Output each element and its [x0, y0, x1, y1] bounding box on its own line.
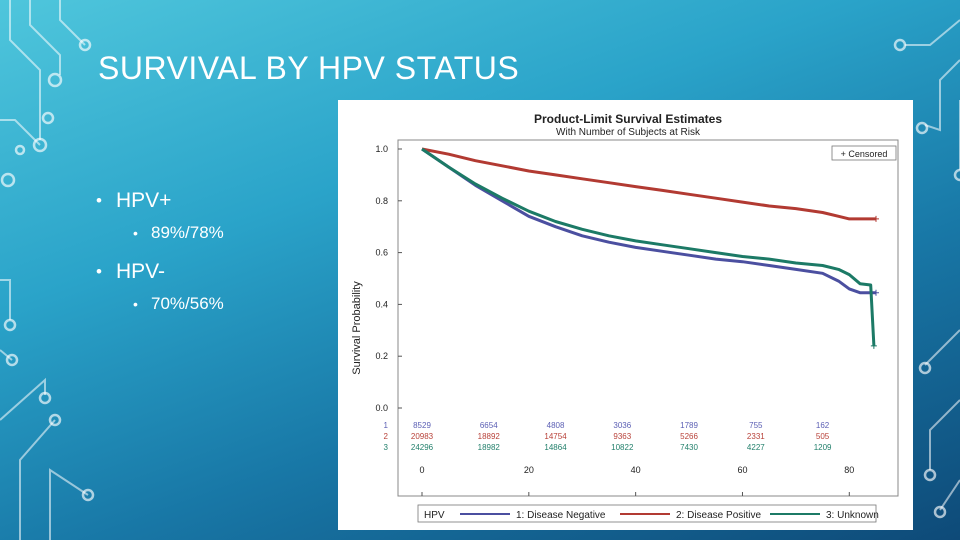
bullet-label: 89%/78%: [151, 223, 224, 242]
at-risk-row-label: 2: [384, 432, 389, 441]
at-risk-count: 7430: [680, 443, 698, 452]
legend-label-1: 1: Disease Negative: [516, 510, 606, 521]
at-risk-count: 14864: [544, 443, 567, 452]
bullet-hpv-negative: • HPV-: [96, 256, 224, 287]
bullet-dot: •: [133, 225, 138, 241]
legend-label-3: 3: Unknown: [826, 510, 879, 521]
x-tick-label: 60: [737, 465, 747, 475]
bullet-dot: •: [96, 262, 102, 281]
x-tick-label: 40: [631, 465, 641, 475]
at-risk-count: 18892: [478, 432, 501, 441]
at-risk-count: 10822: [611, 443, 634, 452]
at-risk-count: 505: [816, 432, 830, 441]
bullet-label: 70%/56%: [151, 294, 224, 313]
at-risk-count: 8529: [413, 421, 431, 430]
bullet-label: HPV-: [116, 260, 166, 283]
at-risk-count: 14754: [544, 432, 567, 441]
y-tick-label: 0.0: [375, 403, 388, 413]
censored-legend-box: [831, 145, 897, 161]
y-tick-label: 0.6: [375, 248, 388, 258]
chart-subtitle: With Number of Subjects at Risk: [556, 127, 701, 138]
at-risk-count: 9363: [613, 432, 631, 441]
x-tick-label: 0: [419, 465, 424, 475]
bullet-dot: •: [96, 191, 102, 210]
bullet-hpv-positive: • HPV+: [96, 185, 224, 216]
at-risk-count: 18982: [478, 443, 501, 452]
x-tick-label: 20: [524, 465, 534, 475]
at-risk-count: 1789: [680, 421, 698, 430]
at-risk-count: 2331: [747, 432, 765, 441]
censor-mark-1: [873, 289, 879, 296]
sub-bullet-hpv-positive-rates: • 89%/78%: [96, 216, 224, 256]
slide-title: SURVIVAL BY HPV STATUS: [98, 50, 520, 86]
censor-mark-3: [870, 342, 877, 349]
bullet-list: • HPV+ • 89%/78% • HPV- • 70%/56%: [96, 185, 224, 327]
y-tick-label: 0.4: [375, 299, 388, 309]
legend-title: HPV: [424, 510, 445, 521]
at-risk-count: 5266: [680, 432, 698, 441]
censor-mark-2: [873, 215, 879, 222]
at-risk-count: 24296: [411, 443, 434, 452]
y-tick-label: 0.8: [375, 196, 388, 206]
legend-label-2: 2: Disease Positive: [676, 510, 761, 521]
y-tick-label: 1.0: [375, 144, 388, 154]
at-risk-row-label: 1: [384, 421, 389, 430]
y-tick-label: 0.2: [375, 351, 388, 361]
bullet-dot: •: [133, 296, 138, 312]
y-axis-label: Survival Probability: [351, 281, 363, 375]
censored-legend-label: + Censored: [841, 149, 888, 159]
at-risk-count: 20983: [411, 432, 434, 441]
at-risk-count: 162: [816, 421, 830, 430]
at-risk-row-label: 3: [384, 443, 389, 452]
series-line-3: [421, 147, 876, 346]
at-risk-count: 4227: [747, 443, 765, 452]
survival-chart: Product-Limit Survival Estimates With Nu…: [351, 112, 899, 523]
survival-chart-panel: Product-Limit Survival Estimates With Nu…: [338, 100, 913, 530]
at-risk-count: 6654: [480, 421, 498, 430]
at-risk-count: 755: [749, 421, 763, 430]
x-tick-label: 80: [844, 465, 854, 475]
at-risk-count: 3036: [613, 421, 631, 430]
chart-title: Product-Limit Survival Estimates: [534, 112, 722, 126]
at-risk-count: 4808: [547, 421, 565, 430]
bullet-label: HPV+: [116, 189, 172, 212]
sub-bullet-hpv-negative-rates: • 70%/56%: [96, 287, 224, 327]
plot-frame: [397, 139, 899, 497]
at-risk-count: 1209: [814, 443, 832, 452]
series-line-1: [421, 147, 876, 295]
series-line-2: [421, 147, 876, 221]
